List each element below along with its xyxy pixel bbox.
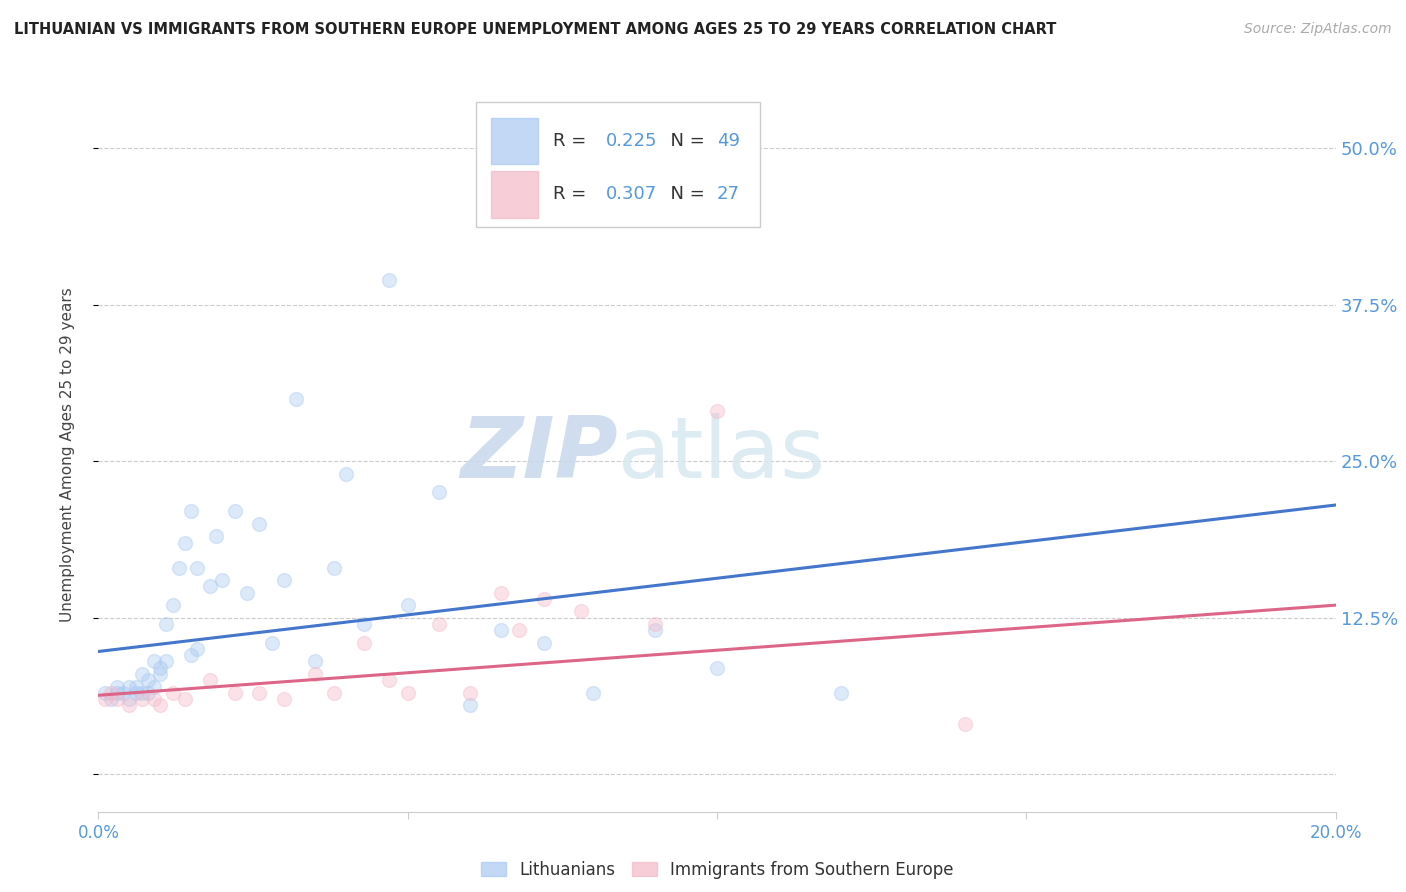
Point — [112, 686, 135, 700]
Point — [180, 648, 202, 663]
Point — [198, 673, 221, 688]
Point — [198, 579, 221, 593]
Point — [378, 673, 401, 688]
Point — [353, 636, 375, 650]
Point — [149, 661, 172, 675]
Y-axis label: Unemployment Among Ages 25 to 29 years: Unemployment Among Ages 25 to 29 years — [60, 287, 75, 623]
FancyBboxPatch shape — [491, 118, 537, 164]
Point — [273, 692, 295, 706]
Text: 0.225: 0.225 — [606, 132, 657, 150]
Point — [155, 616, 177, 631]
Text: R =: R = — [553, 132, 592, 150]
Point — [396, 598, 419, 612]
Point — [124, 680, 146, 694]
Point — [582, 686, 605, 700]
Point — [136, 686, 159, 700]
Point — [427, 485, 450, 500]
FancyBboxPatch shape — [491, 171, 537, 218]
Point — [304, 655, 326, 669]
Text: 27: 27 — [717, 186, 740, 203]
Point — [489, 623, 512, 637]
Point — [458, 698, 481, 713]
Text: ZIP: ZIP — [460, 413, 619, 497]
Point — [105, 686, 128, 700]
Point — [93, 692, 115, 706]
Point — [118, 692, 141, 706]
Point — [273, 573, 295, 587]
Text: R =: R = — [553, 186, 592, 203]
Point — [830, 686, 852, 700]
Point — [378, 273, 401, 287]
Point — [105, 680, 128, 694]
Point — [260, 636, 283, 650]
Point — [131, 686, 153, 700]
Point — [174, 692, 197, 706]
Point — [186, 642, 208, 657]
Point — [100, 692, 122, 706]
Point — [143, 692, 166, 706]
Point — [644, 616, 666, 631]
Point — [508, 623, 530, 637]
Point — [180, 504, 202, 518]
Point — [118, 680, 141, 694]
Point — [489, 585, 512, 599]
Point — [211, 573, 233, 587]
Point — [322, 686, 344, 700]
Point — [124, 686, 146, 700]
Point — [427, 616, 450, 631]
Point — [247, 686, 270, 700]
Point — [167, 560, 190, 574]
Legend: Lithuanians, Immigrants from Southern Europe: Lithuanians, Immigrants from Southern Eu… — [474, 855, 960, 886]
Point — [706, 404, 728, 418]
Point — [533, 591, 555, 606]
Point — [458, 686, 481, 700]
Point — [396, 686, 419, 700]
FancyBboxPatch shape — [475, 102, 761, 227]
Point — [706, 661, 728, 675]
Text: 0.307: 0.307 — [606, 186, 657, 203]
Point — [149, 667, 172, 681]
Point — [953, 717, 976, 731]
Point — [143, 655, 166, 669]
Point — [93, 686, 115, 700]
Point — [353, 616, 375, 631]
Point — [335, 467, 357, 481]
Point — [162, 686, 184, 700]
Point — [247, 516, 270, 531]
Point — [136, 673, 159, 688]
Text: 49: 49 — [717, 132, 740, 150]
Point — [162, 598, 184, 612]
Point — [569, 604, 592, 618]
Text: N =: N = — [659, 186, 710, 203]
Point — [131, 692, 153, 706]
Point — [224, 686, 246, 700]
Point — [205, 529, 228, 543]
Text: atlas: atlas — [619, 413, 827, 497]
Text: N =: N = — [659, 132, 710, 150]
Point — [285, 392, 308, 406]
Point — [143, 680, 166, 694]
Point — [155, 655, 177, 669]
Point — [236, 585, 259, 599]
Point — [105, 692, 128, 706]
Point — [100, 686, 122, 700]
Point — [149, 698, 172, 713]
Text: LITHUANIAN VS IMMIGRANTS FROM SOUTHERN EUROPE UNEMPLOYMENT AMONG AGES 25 TO 29 Y: LITHUANIAN VS IMMIGRANTS FROM SOUTHERN E… — [14, 22, 1056, 37]
Text: Source: ZipAtlas.com: Source: ZipAtlas.com — [1244, 22, 1392, 37]
Point — [174, 535, 197, 549]
Point — [186, 560, 208, 574]
Point — [533, 636, 555, 650]
Point — [118, 698, 141, 713]
Point — [322, 560, 344, 574]
Point — [644, 623, 666, 637]
Point — [224, 504, 246, 518]
Point — [131, 667, 153, 681]
Point — [304, 667, 326, 681]
